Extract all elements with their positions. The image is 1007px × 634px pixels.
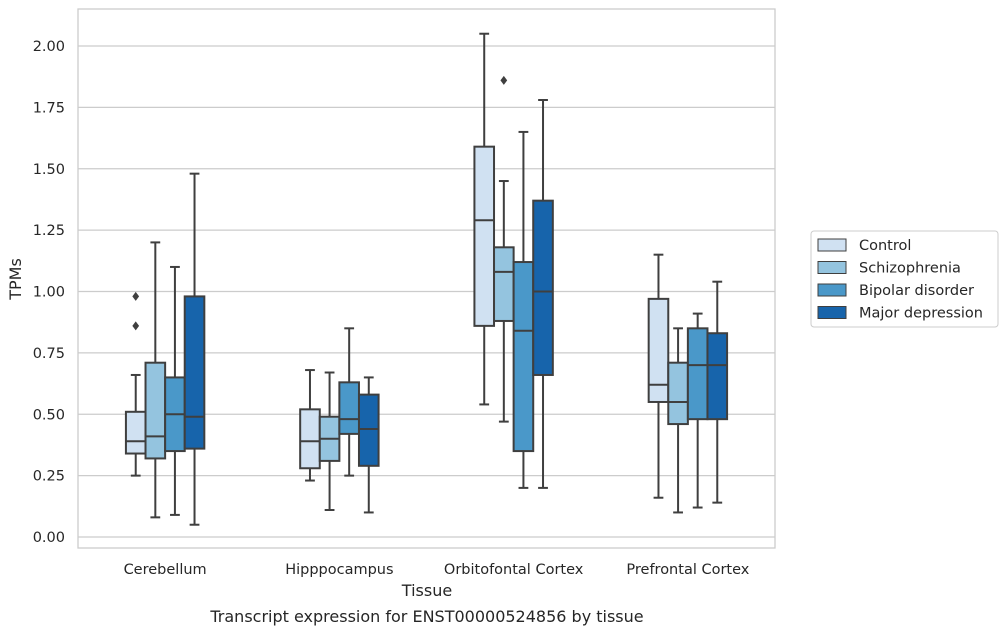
legend-swatch	[817, 261, 847, 274]
box-element	[512, 130, 535, 489]
legend-label: Major depression	[859, 306, 983, 322]
box-iqr	[357, 393, 380, 467]
x-tick-label: Cerebellum	[124, 562, 207, 578]
x-tick-label: Prefrontal Cortex	[626, 562, 749, 578]
box-iqr	[338, 381, 360, 435]
box-element	[686, 312, 709, 509]
x-tick-label: Orbitofontal Cortex	[444, 562, 584, 578]
y-tick-label: 1.00	[33, 285, 65, 301]
y-tick-label: 0.00	[33, 530, 65, 546]
x-axis-label: Tissue	[401, 581, 452, 600]
x-tick-labels: Cerebellum Hipppocampus Orbitofontal Corte…	[124, 562, 750, 578]
box-iqr	[667, 361, 689, 426]
box-element	[318, 371, 341, 511]
box-element	[473, 32, 496, 406]
box-iqr	[144, 361, 167, 460]
box-element	[338, 327, 360, 477]
outlier-point	[500, 75, 508, 85]
box-element	[647, 253, 670, 499]
box-element	[124, 291, 147, 477]
legend-frame	[810, 230, 999, 328]
box-iqr	[686, 327, 709, 421]
boxes-layer	[124, 32, 729, 526]
box-element	[299, 369, 321, 482]
y-tick-label: 1.75	[33, 100, 65, 116]
legend-label: Schizophrenia	[859, 261, 961, 277]
box-iqr	[124, 410, 147, 455]
y-tick-label: 2.00	[33, 39, 65, 55]
y-tick-label: 0.25	[33, 469, 65, 485]
box-iqr	[183, 295, 206, 450]
x-tick-label: Hipppocampus	[285, 562, 393, 578]
y-tick-labels: 0.00 0.25 0.50 0.75 1.00 1.25 1.50 1.75 2.00	[33, 39, 65, 546]
box-iqr	[532, 199, 554, 376]
box-element	[706, 280, 729, 504]
y-tick-label: 1.25	[33, 223, 65, 239]
box-iqr	[706, 332, 729, 421]
outlier-point	[132, 291, 140, 301]
grid-layer	[78, 45, 775, 538]
box-iqr	[647, 297, 670, 403]
y-axis-label: TPMs	[6, 258, 25, 301]
box-iqr	[299, 408, 321, 470]
box-element	[532, 99, 554, 489]
box-iqr	[512, 261, 535, 453]
legend-label: Bipolar disorder	[859, 283, 974, 299]
y-tick-label: 1.50	[33, 162, 65, 178]
box-iqr	[473, 145, 496, 327]
box-element	[183, 172, 206, 526]
box-element	[164, 265, 186, 516]
box-element	[493, 75, 515, 423]
legend-swatch	[817, 238, 847, 252]
legend-swatch	[817, 306, 847, 319]
box-element	[357, 376, 380, 514]
legend-swatch	[817, 283, 847, 297]
legend-label: Control	[859, 238, 911, 254]
outlier-point	[132, 321, 140, 331]
y-tick-label: 0.50	[33, 407, 65, 423]
box-iqr	[493, 246, 515, 322]
plot-frame	[77, 8, 776, 549]
legend: Control Schizophrenia Bipolar disorder Majo…	[810, 230, 999, 328]
box-element	[667, 327, 689, 514]
chart-caption: Transcript expression for ENST0000052485…	[209, 607, 643, 626]
y-tick-label: 0.75	[33, 346, 65, 362]
